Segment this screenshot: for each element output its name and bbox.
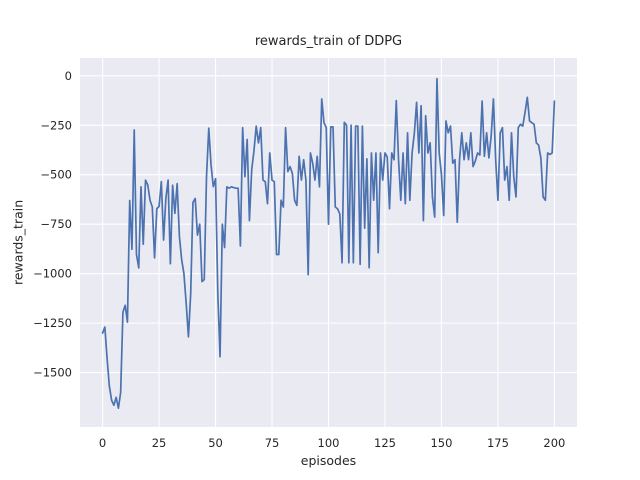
x-tick-label: 200 (543, 436, 565, 450)
y-tick-label: −1250 (33, 316, 72, 330)
x-tick-label: 25 (152, 436, 167, 450)
chart-title: rewards_train of DDPG (254, 34, 403, 49)
x-axis-label: episodes (300, 453, 357, 468)
x-tick-label: 75 (265, 436, 280, 450)
y-tick-label: −250 (40, 118, 72, 132)
y-tick-label: −1500 (33, 366, 72, 380)
x-tick-label: 0 (99, 436, 106, 450)
x-tick-label: 150 (430, 436, 452, 450)
x-tick-label: 125 (374, 436, 396, 450)
y-tick-label: 0 (65, 69, 72, 83)
y-tick-label: −1000 (33, 267, 72, 281)
x-tick-label: 50 (208, 436, 223, 450)
y-tick-label: −500 (40, 168, 72, 182)
y-axis-label: rewards_train (10, 199, 26, 286)
rewards-train-line (101, 77, 556, 410)
x-tick-label: 100 (318, 436, 340, 450)
x-tick-label: 175 (487, 436, 509, 450)
y-tick-label: −750 (40, 217, 72, 231)
